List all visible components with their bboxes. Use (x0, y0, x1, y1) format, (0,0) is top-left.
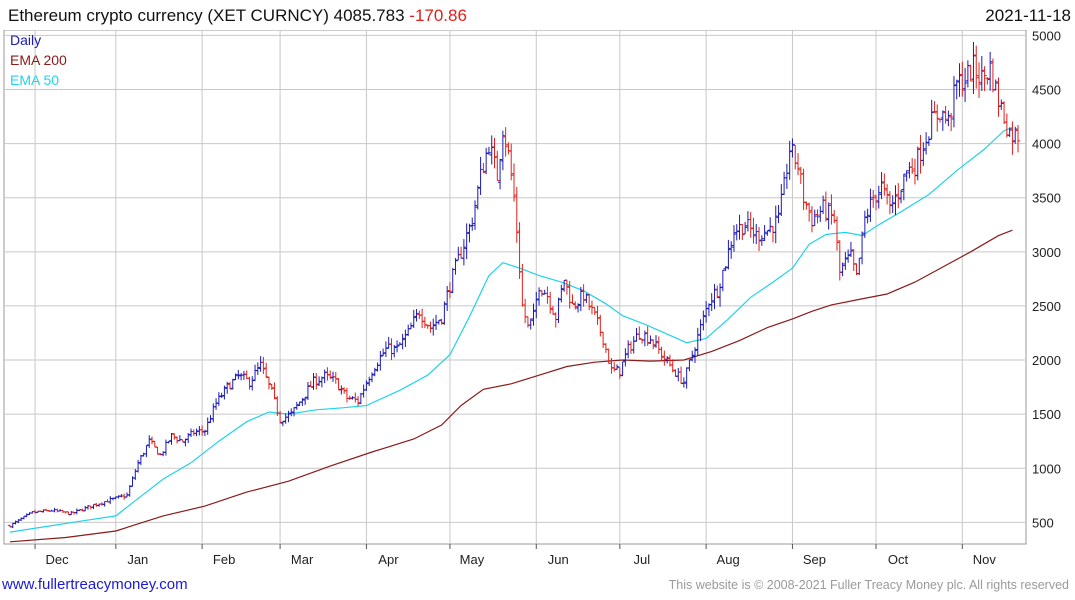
y-tick-label-500: 500 (1032, 515, 1054, 530)
copyright-notice: This website is © 2008-2021 Fuller Treac… (668, 578, 1069, 592)
x-tick-label-Feb: Feb (213, 552, 235, 567)
price-chart: 500100015002000250030003500400045005000 … (3, 30, 1061, 567)
ema200-line (9, 229, 1013, 543)
y-tick-label-3500: 3500 (1032, 191, 1061, 206)
legend-item-1: EMA 200 (10, 52, 67, 68)
x-tick-label-May: May (460, 552, 485, 567)
site-link[interactable]: www.fullertreacymoney.com (2, 576, 188, 593)
chart-date: 2021-11-18 (985, 6, 1071, 25)
ema50-line (9, 126, 1013, 533)
x-axis: Dec Jan Feb Mar Apr May Jun Jul Aug Sep Oct Nov (34, 544, 997, 567)
x-tick-label-Jun: Jun (548, 552, 569, 567)
x-tick-label-Sep: Sep (803, 552, 826, 567)
y-tick-label-2500: 2500 (1032, 299, 1061, 314)
x-tick-label-Jan: Jan (127, 552, 148, 567)
x-tick-label-Nov: Nov (973, 552, 997, 567)
y-tick-label-4000: 4000 (1032, 137, 1061, 152)
x-tick-label-Jul: Jul (633, 552, 650, 567)
chart-title: Ethereum crypto currency (XET CURNCY) 40… (8, 6, 467, 26)
x-tick-label-Oct: Oct (888, 552, 909, 567)
ema50-layer (9, 126, 1013, 533)
x-tick-label-Dec: Dec (45, 552, 69, 567)
y-tick-label-4500: 4500 (1032, 83, 1061, 98)
last-price: 4085.783 (333, 6, 405, 25)
x-tick-label-Aug: Aug (717, 552, 740, 567)
y-tick-label-1500: 1500 (1032, 407, 1061, 422)
y-tick-label-2000: 2000 (1032, 353, 1061, 368)
x-tick-label-Apr: Apr (378, 552, 399, 567)
y-axis: 500 1000 1500 2000 2500 3000 3500 4000 4500 5000 (1032, 30, 1061, 530)
instrument-name: Ethereum crypto currency (8, 6, 203, 25)
gridlines (4, 30, 1026, 544)
y-tick-label-1000: 1000 (1032, 461, 1061, 476)
price-change: -170.86 (409, 6, 467, 25)
ticker-symbol: (XET CURNCY) (207, 6, 329, 25)
plot-area (3, 30, 1027, 545)
y-tick-label-5000: 5000 (1032, 30, 1061, 43)
x-tick-label-Mar: Mar (291, 552, 314, 567)
legend: Daily EMA 200 EMA 50 (10, 32, 67, 88)
chart-header: Ethereum crypto currency (XET CURNCY) 40… (0, 0, 1075, 30)
candles-layer (7, 41, 1021, 529)
y-tick-label-3000: 3000 (1032, 245, 1061, 260)
legend-item-2: EMA 50 (10, 72, 59, 88)
legend-item-0: Daily (10, 32, 41, 48)
ema200-layer (9, 229, 1013, 543)
